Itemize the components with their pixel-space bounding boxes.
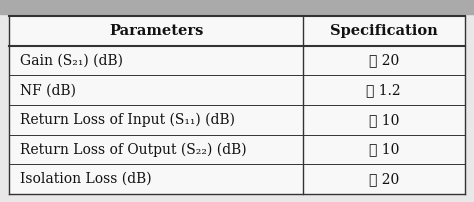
Text: ≧ 10: ≧ 10 (369, 142, 399, 157)
Text: Return Loss of Output (S₂₂) (dB): Return Loss of Output (S₂₂) (dB) (20, 142, 246, 157)
Text: Isolation Loss (dB): Isolation Loss (dB) (20, 172, 152, 186)
Bar (9, 16, 465, 194)
Text: Return Loss of Input (S₁₁) (dB): Return Loss of Input (S₁₁) (dB) (20, 113, 235, 127)
Text: NF (dB): NF (dB) (20, 83, 76, 97)
Text: Specification: Specification (330, 24, 438, 38)
Bar (0, 0, 474, 14)
Text: Gain (S₂₁) (dB): Gain (S₂₁) (dB) (20, 54, 123, 68)
Text: ≧ 20: ≧ 20 (369, 172, 399, 186)
Text: ≧ 10: ≧ 10 (369, 113, 399, 127)
Text: ≦ 1.2: ≦ 1.2 (366, 83, 401, 97)
Text: ≧ 20: ≧ 20 (369, 54, 399, 68)
Text: Parameters: Parameters (109, 24, 203, 38)
